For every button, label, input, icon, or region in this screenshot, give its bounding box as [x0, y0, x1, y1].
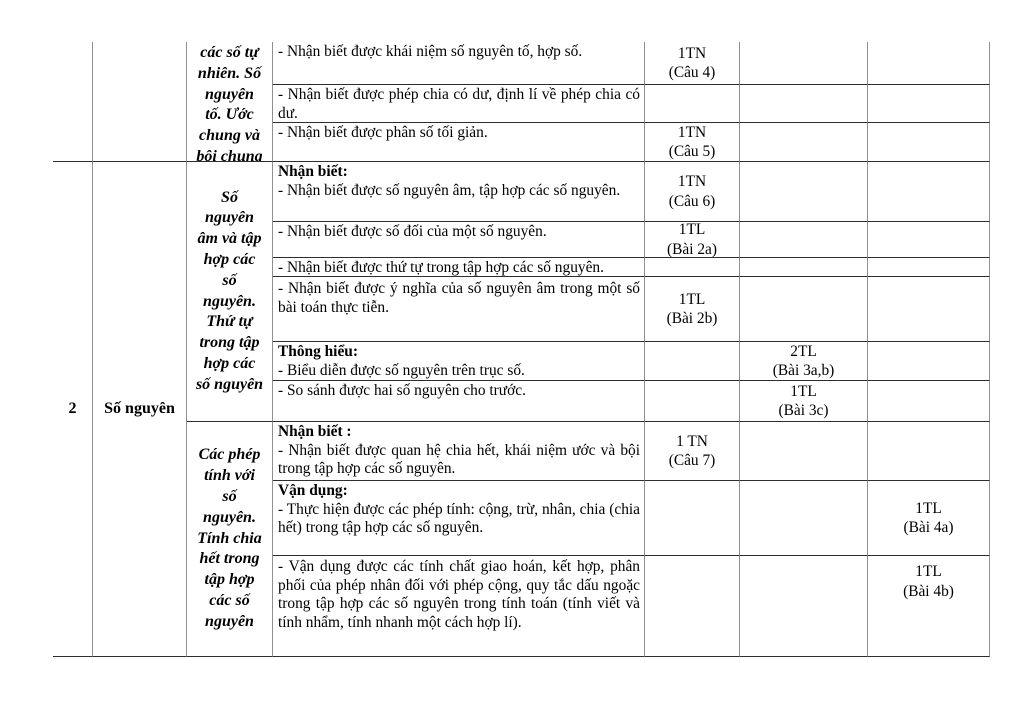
empty-count-cell — [645, 342, 740, 381]
empty-count-cell — [740, 85, 868, 123]
empty-topic-cell — [93, 42, 187, 162]
subtopic-text: các số tự nhiên. Số nguyên tố. Ước chung… — [196, 44, 263, 162]
empty-count-cell — [740, 556, 868, 657]
requirement-cell: - Nhận biết được phân số tối giản. — [273, 123, 645, 162]
question-count-cell: 1TL (Bài 2a) — [645, 222, 740, 258]
requirement-cell: Nhận biết: - Nhận biết được số nguyên âm… — [273, 162, 645, 222]
requirement-cell: - Vận dụng được các tính chất giao hoán,… — [273, 556, 645, 657]
index-number: 2 — [68, 400, 77, 417]
empty-count-cell — [740, 481, 868, 556]
requirement-cell: Nhận biết : - Nhận biết được quan hệ chi… — [273, 422, 645, 481]
subtopic-text: Các phép tính với số nguyên. Tính chia h… — [197, 446, 262, 630]
subtopic-cell: Các phép tính với số nguyên. Tính chia h… — [187, 422, 273, 657]
count-ref: (Bài 2b) — [666, 310, 718, 327]
requirement-text: - Nhận biết được quan hệ chia hết, khái … — [278, 441, 640, 478]
empty-count-cell — [645, 381, 740, 422]
index-cell: 2 — [53, 162, 93, 657]
level-header: Nhận biết: — [278, 163, 348, 180]
requirement-cell: - Nhận biết được phép chia có dư, định l… — [273, 85, 645, 123]
count-value: 1TL — [915, 499, 942, 517]
empty-count-cell — [868, 342, 990, 381]
requirement-text: - Nhận biết được ý nghĩa của số nguyên â… — [278, 280, 640, 316]
empty-count-cell — [868, 258, 990, 277]
requirement-cell: Vận dụng: - Thực hiện được các phép tính… — [273, 481, 645, 556]
requirement-text: - Nhận biết được số nguyên âm, tập hợp c… — [278, 181, 621, 199]
count-ref: (Câu 5) — [668, 143, 716, 160]
requirement-cell: - Nhận biết được ý nghĩa của số nguyên â… — [273, 277, 645, 342]
level-header: Vận dụng: — [278, 482, 348, 499]
empty-count-cell — [740, 258, 868, 277]
empty-count-cell — [740, 123, 868, 162]
question-count-cell: 1TN (Câu 5) — [645, 123, 740, 162]
empty-count-cell — [645, 85, 740, 123]
count-value: 1TN — [677, 44, 707, 62]
empty-count-cell — [868, 123, 990, 162]
empty-count-cell — [740, 42, 868, 85]
requirement-cell: - Nhận biết được thứ tự trong tập hợp cá… — [273, 258, 645, 277]
empty-count-cell — [740, 222, 868, 258]
empty-count-cell — [740, 422, 868, 481]
count-value: 1TL — [678, 290, 706, 308]
subtopic-cell: các số tự nhiên. Số nguyên tố. Ước chung… — [187, 42, 273, 162]
count-ref: (Câu 6) — [668, 192, 716, 210]
question-count-cell: 1TL (Bài 3c) — [740, 381, 868, 422]
empty-count-cell — [645, 258, 740, 277]
count-value: 1TL — [678, 222, 706, 238]
requirement-text: - Thực hiện được các phép tính: cộng, tr… — [278, 500, 640, 537]
requirement-text: - Vận dụng được các tính chất giao hoán,… — [278, 558, 640, 631]
topic-name: Số nguyên — [104, 400, 175, 417]
count-value: 1TL — [790, 382, 817, 400]
count-ref: (Bài 4b) — [903, 582, 954, 600]
empty-count-cell — [740, 162, 868, 222]
empty-count-cell — [868, 222, 990, 258]
level-header: Thông hiểu: — [278, 343, 358, 360]
requirement-text: - Nhận biết được số đối của một số nguyê… — [278, 223, 547, 240]
count-ref: (Bài 3a,b) — [772, 362, 835, 379]
level-header: Nhận biết : — [278, 423, 352, 440]
requirement-text: - Nhận biết được khái niệm số nguyên tố,… — [278, 43, 583, 60]
empty-count-cell — [868, 85, 990, 123]
requirement-text: - Nhận biết được phép chia có dư, định l… — [278, 86, 640, 122]
requirement-cell: Thông hiểu: - Biểu diễn được số nguyên t… — [273, 342, 645, 381]
count-ref: (Bài 3c) — [778, 402, 829, 419]
question-count-cell: 1TN (Câu 4) — [645, 42, 740, 85]
requirement-cell: - So sánh được hai số nguyên cho trước. — [273, 381, 645, 422]
question-count-cell: 1TL (Bài 2b) — [645, 277, 740, 342]
empty-count-cell — [740, 277, 868, 342]
count-value: 1TN — [677, 173, 707, 190]
requirement-cell: - Nhận biết được số đối của một số nguyê… — [273, 222, 645, 258]
question-count-cell: 1 TN (Câu 7) — [645, 422, 740, 481]
count-ref: (Câu 4) — [668, 64, 716, 81]
question-count-cell: 1TL (Bài 4a) — [868, 481, 990, 556]
requirement-text: - Biểu diễn được số nguyên trên trục số. — [278, 361, 525, 379]
requirement-text: - So sánh được hai số nguyên cho trước. — [278, 382, 526, 399]
topic-cell: Số nguyên — [93, 162, 187, 657]
requirement-text: - Nhận biết được thứ tự trong tập hợp cá… — [278, 259, 604, 276]
count-ref: (Câu 7) — [668, 452, 716, 469]
empty-count-cell — [868, 381, 990, 422]
empty-count-cell — [868, 42, 990, 85]
question-count-cell: 1TN (Câu 6) — [645, 162, 740, 222]
count-value: 2TL — [790, 342, 817, 360]
subtopic-text: Số nguyên âm và tập hợp các số nguyên. T… — [195, 188, 264, 393]
question-count-cell: 2TL (Bài 3a,b) — [740, 342, 868, 381]
empty-count-cell — [868, 162, 990, 222]
requirement-text: - Nhận biết được phân số tối giản. — [278, 124, 488, 141]
count-value: 1TN — [677, 123, 707, 141]
empty-index-cell — [53, 42, 93, 162]
count-value: 1 TN — [676, 432, 708, 450]
count-value: 1TL — [915, 563, 942, 580]
count-ref: (Bài 2a) — [667, 240, 717, 258]
requirement-cell: - Nhận biết được khái niệm số nguyên tố,… — [273, 42, 645, 85]
empty-count-cell — [645, 481, 740, 556]
empty-count-cell — [868, 277, 990, 342]
question-count-cell: 1TL (Bài 4b) — [868, 556, 990, 657]
empty-count-cell — [868, 422, 990, 481]
empty-count-cell — [645, 556, 740, 657]
subtopic-cell: Số nguyên âm và tập hợp các số nguyên. T… — [187, 162, 273, 422]
count-ref: (Bài 4a) — [903, 519, 954, 536]
